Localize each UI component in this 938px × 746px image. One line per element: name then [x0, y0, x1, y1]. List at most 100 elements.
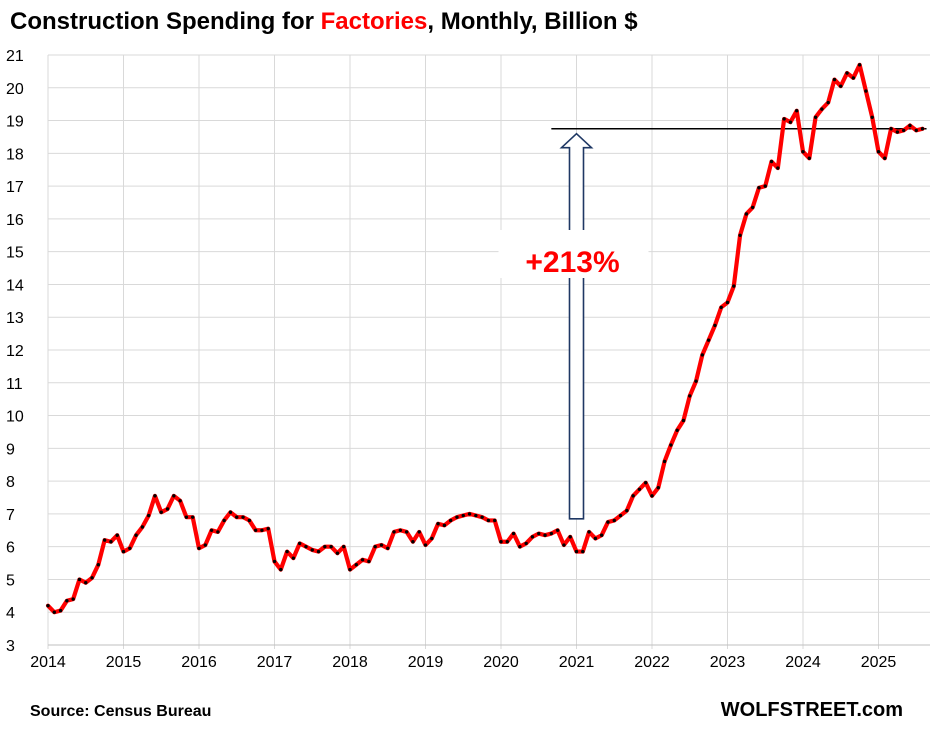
x-tick-label: 2016 [181, 654, 217, 671]
data-point [669, 443, 673, 447]
data-point [102, 538, 107, 542]
data-point [348, 567, 352, 572]
data-point [241, 515, 245, 519]
data-point [637, 487, 642, 492]
x-tick-label: 2024 [785, 654, 821, 671]
data-point [530, 535, 535, 539]
brand-label: WOLFSTREET.com [721, 699, 903, 721]
data-point [297, 541, 302, 546]
data-point [738, 233, 742, 237]
data-point [134, 533, 138, 537]
data-point [115, 533, 119, 537]
data-point [568, 535, 572, 539]
annotation-background [498, 230, 649, 278]
data-point [228, 510, 233, 514]
data-point [404, 530, 409, 534]
data-point [65, 599, 69, 603]
data-point [266, 526, 270, 531]
data-point [52, 610, 56, 614]
data-point [172, 494, 176, 498]
data-point [744, 212, 749, 216]
x-tick-label: 2020 [483, 654, 519, 671]
data-point [291, 556, 296, 560]
data-point [304, 544, 308, 549]
data-point [153, 494, 157, 498]
title-highlight: Factories [321, 8, 428, 35]
data-point [857, 63, 862, 67]
data-point [310, 548, 314, 552]
chart-title: Construction Spending for Factories, Mon… [10, 8, 638, 35]
x-tick-label: 2023 [710, 654, 746, 671]
data-point [493, 518, 497, 523]
data-point [644, 481, 648, 485]
data-point [820, 107, 824, 111]
data-point [706, 338, 711, 342]
data-point [901, 128, 906, 133]
annotation-label: +213% [525, 246, 619, 279]
data-point [203, 543, 207, 547]
title-prefix: Construction Spending for [10, 8, 321, 35]
data-point [486, 518, 491, 523]
data-point [480, 515, 484, 519]
data-point [832, 77, 837, 82]
data-point [499, 540, 503, 544]
data-point [675, 428, 679, 433]
data-point [392, 530, 396, 534]
y-tick-label: 8 [6, 474, 15, 491]
series-line [45, 62, 925, 615]
data-point [285, 549, 289, 554]
data-point [58, 608, 63, 613]
data-point [920, 127, 925, 131]
data-point [763, 184, 767, 188]
data-point [801, 149, 805, 154]
y-tick-label: 11 [6, 376, 23, 393]
data-point [474, 513, 478, 518]
x-tick-label: 2018 [332, 654, 368, 671]
data-point [656, 485, 660, 490]
y-tick-label: 12 [6, 343, 24, 360]
data-point [505, 540, 509, 544]
y-tick-label: 7 [6, 507, 15, 524]
data-point [606, 520, 610, 524]
data-point [732, 284, 736, 288]
data-point [719, 305, 723, 310]
data-point [272, 559, 277, 564]
data-point [235, 515, 239, 519]
data-point [650, 494, 654, 498]
data-point [694, 379, 698, 383]
data-point [71, 597, 75, 601]
data-point [279, 567, 283, 572]
data-point [90, 576, 94, 580]
data-point [209, 528, 214, 532]
data-point [543, 533, 547, 537]
data-point [688, 394, 692, 398]
data-point [411, 540, 415, 544]
y-tick-label: 20 [6, 81, 24, 98]
data-point [681, 418, 686, 423]
data-point [165, 507, 170, 511]
data-point [776, 166, 780, 170]
data-point [826, 100, 830, 105]
data-point [757, 186, 761, 190]
data-point [537, 531, 541, 536]
source-label: Source: Census Bureau [30, 703, 211, 720]
data-point [77, 577, 82, 582]
data-point [216, 530, 220, 534]
data-point [845, 71, 849, 75]
data-point [84, 581, 88, 585]
data-point [518, 544, 522, 549]
data-point [581, 549, 585, 554]
y-tick-label: 16 [6, 212, 24, 229]
data-point [631, 494, 635, 498]
up-arrow [559, 132, 594, 520]
data-point [807, 156, 811, 160]
data-point [360, 558, 365, 562]
y-tick-label: 17 [6, 179, 24, 196]
data-point [461, 513, 465, 518]
x-tick-label: 2021 [559, 654, 595, 671]
data-point [323, 544, 327, 549]
data-point [417, 530, 421, 534]
y-tick-labels: 3 4 5 6 7 8 9 10 11 12 13 14 15 16 17 18 19 20 21 [6, 48, 24, 655]
x-tick-label: 2019 [408, 654, 444, 671]
data-point [367, 559, 371, 564]
